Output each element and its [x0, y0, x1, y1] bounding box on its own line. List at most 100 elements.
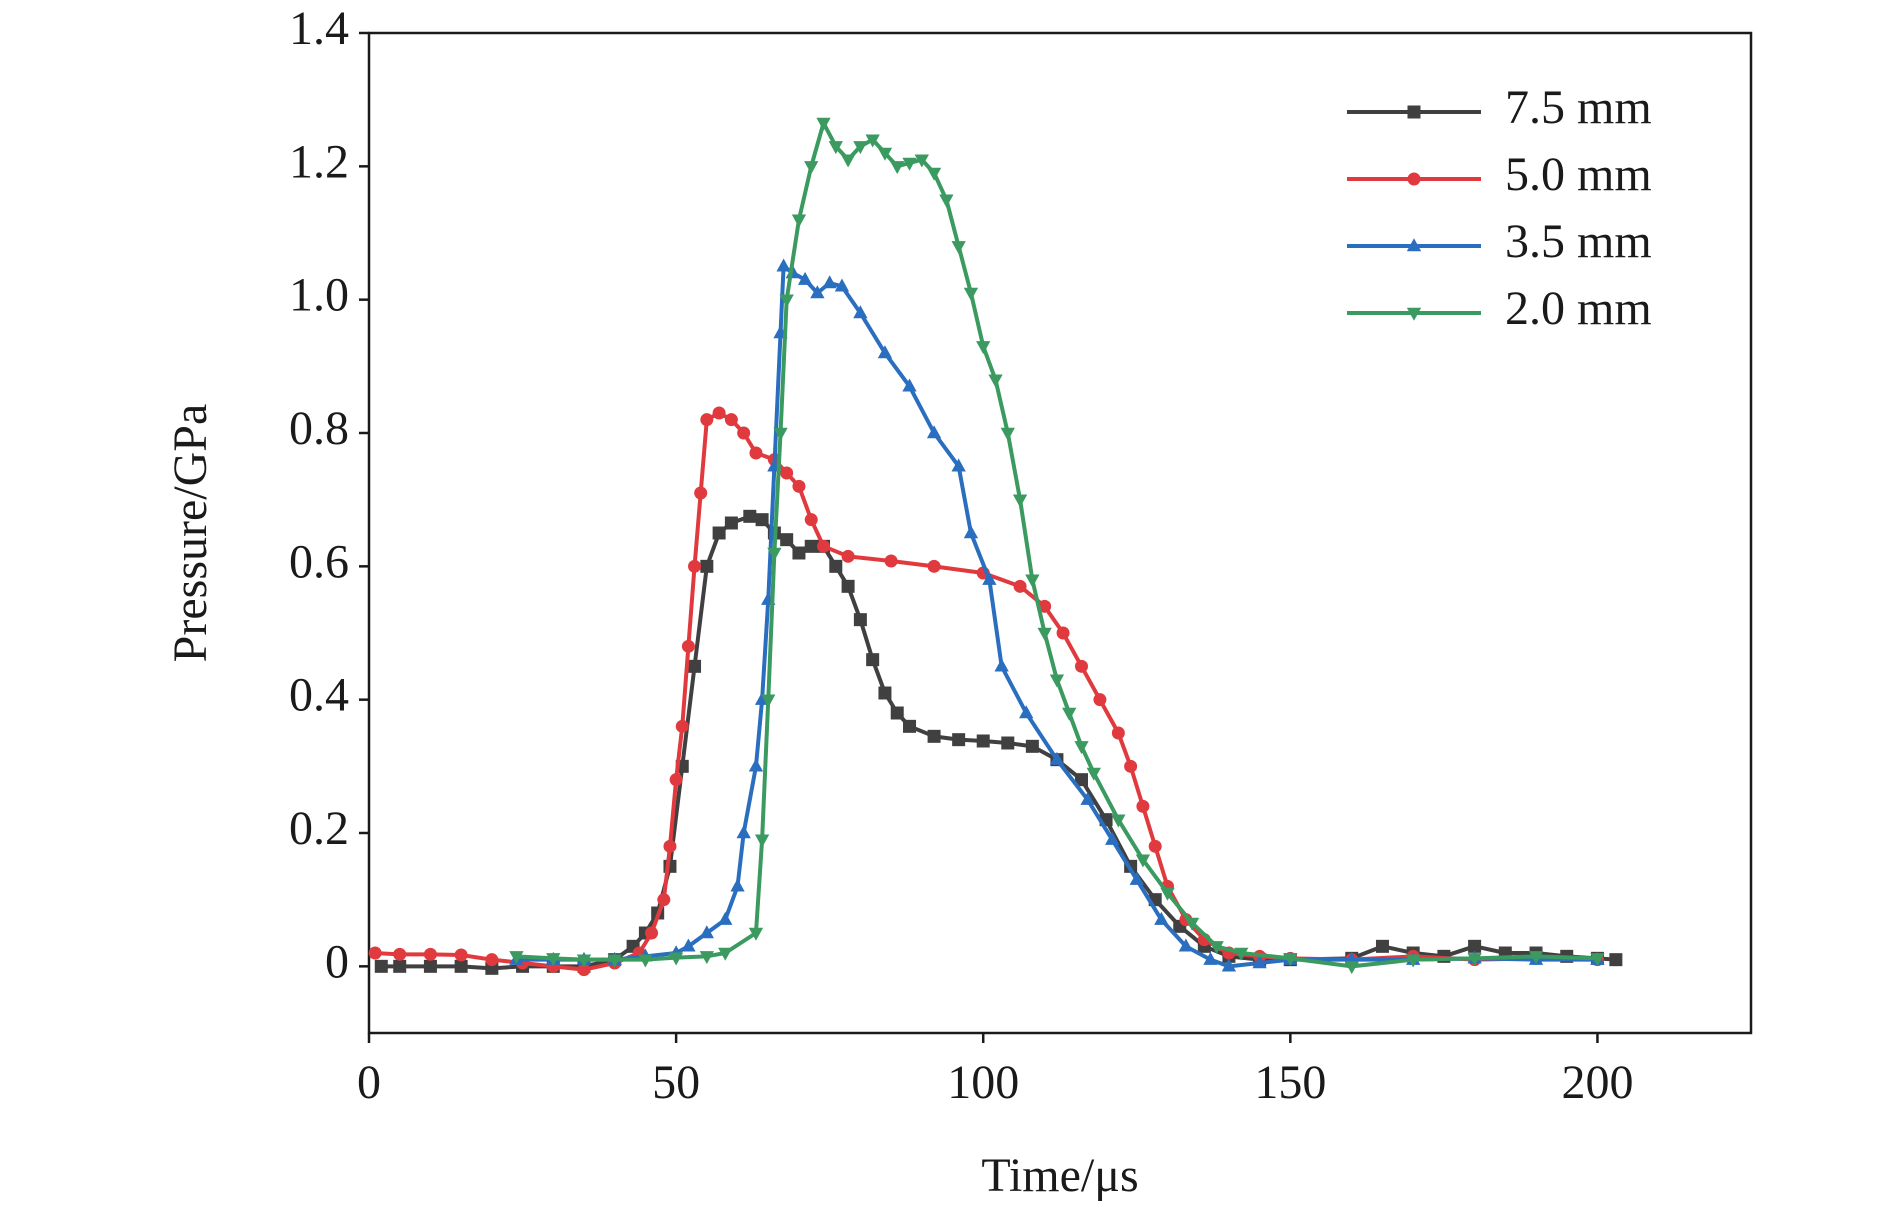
marker	[1136, 799, 1150, 813]
marker	[1025, 574, 1040, 588]
marker	[1056, 626, 1070, 640]
marker	[1000, 427, 1015, 441]
marker	[607, 954, 622, 968]
marker	[1184, 917, 1200, 931]
marker	[1038, 599, 1052, 613]
series-line	[516, 264, 1598, 969]
marker	[1049, 674, 1065, 688]
marker	[712, 406, 726, 420]
marker	[1129, 871, 1144, 885]
marker	[712, 526, 726, 540]
marker	[669, 773, 683, 787]
marker	[1111, 726, 1125, 740]
marker	[1019, 705, 1034, 719]
marker	[1406, 238, 1422, 252]
marker	[791, 214, 807, 228]
marker	[1148, 839, 1162, 853]
marker	[976, 341, 991, 355]
marker	[1467, 953, 1482, 967]
marker	[877, 147, 893, 161]
marker	[914, 154, 929, 168]
marker	[903, 719, 917, 733]
marker	[681, 938, 696, 952]
marker	[577, 963, 591, 977]
marker	[840, 154, 856, 168]
marker	[423, 959, 437, 973]
marker	[638, 954, 653, 968]
marker	[1105, 831, 1120, 845]
marker	[1203, 951, 1218, 965]
marker	[730, 878, 745, 892]
marker	[1111, 814, 1126, 828]
marker	[699, 951, 714, 965]
marker	[1086, 767, 1101, 781]
marker	[724, 516, 738, 530]
marker	[1160, 887, 1175, 901]
marker	[743, 509, 757, 523]
marker	[834, 278, 850, 292]
marker	[1252, 955, 1267, 969]
marker	[853, 141, 868, 155]
marker	[1154, 911, 1169, 925]
marker	[976, 734, 990, 748]
marker	[754, 834, 770, 848]
marker	[688, 659, 702, 673]
x-tick-label: 50	[652, 1056, 700, 1109]
marker	[902, 157, 917, 171]
marker	[737, 426, 751, 440]
marker	[926, 167, 942, 181]
marker	[546, 953, 561, 967]
series-line	[516, 121, 1598, 969]
y-tick-label: 0.8	[289, 402, 349, 455]
legend-label: 3.5 mm	[1505, 215, 1652, 268]
marker	[1590, 953, 1605, 967]
marker	[865, 134, 880, 148]
series-line	[375, 411, 1598, 972]
marker	[393, 947, 407, 961]
marker	[902, 378, 917, 392]
marker	[866, 653, 880, 667]
marker	[1283, 953, 1298, 967]
marker	[877, 345, 893, 359]
x-tick-label: 100	[947, 1056, 1019, 1109]
marker	[804, 161, 819, 175]
marker	[927, 729, 941, 743]
marker	[509, 951, 524, 965]
series-line	[381, 514, 1617, 971]
marker	[663, 839, 677, 853]
marker	[1407, 172, 1421, 186]
marker	[718, 911, 733, 925]
marker	[454, 959, 468, 973]
marker	[1025, 739, 1039, 753]
marker	[779, 294, 794, 308]
y-tick-label: 1.4	[289, 2, 349, 55]
marker	[878, 686, 892, 700]
marker	[939, 194, 954, 208]
marker	[724, 413, 738, 427]
marker	[1013, 579, 1027, 593]
marker	[853, 305, 868, 319]
marker	[828, 141, 843, 155]
marker	[829, 559, 843, 573]
marker	[780, 533, 794, 547]
marker	[1468, 939, 1482, 953]
marker	[1221, 958, 1237, 972]
marker	[963, 287, 979, 301]
marker	[423, 947, 437, 961]
marker	[1074, 773, 1088, 787]
marker	[1074, 741, 1089, 755]
y-tick-label: 1.0	[289, 269, 349, 322]
marker	[368, 946, 382, 960]
marker	[952, 733, 966, 747]
marker	[645, 926, 659, 940]
marker	[1037, 627, 1052, 641]
marker	[792, 479, 806, 493]
marker	[804, 539, 818, 553]
marker	[374, 959, 388, 973]
marker	[1234, 947, 1249, 961]
marker	[485, 953, 499, 967]
marker	[816, 117, 831, 131]
marker	[694, 486, 708, 500]
marker	[736, 825, 751, 839]
marker	[1407, 105, 1421, 119]
